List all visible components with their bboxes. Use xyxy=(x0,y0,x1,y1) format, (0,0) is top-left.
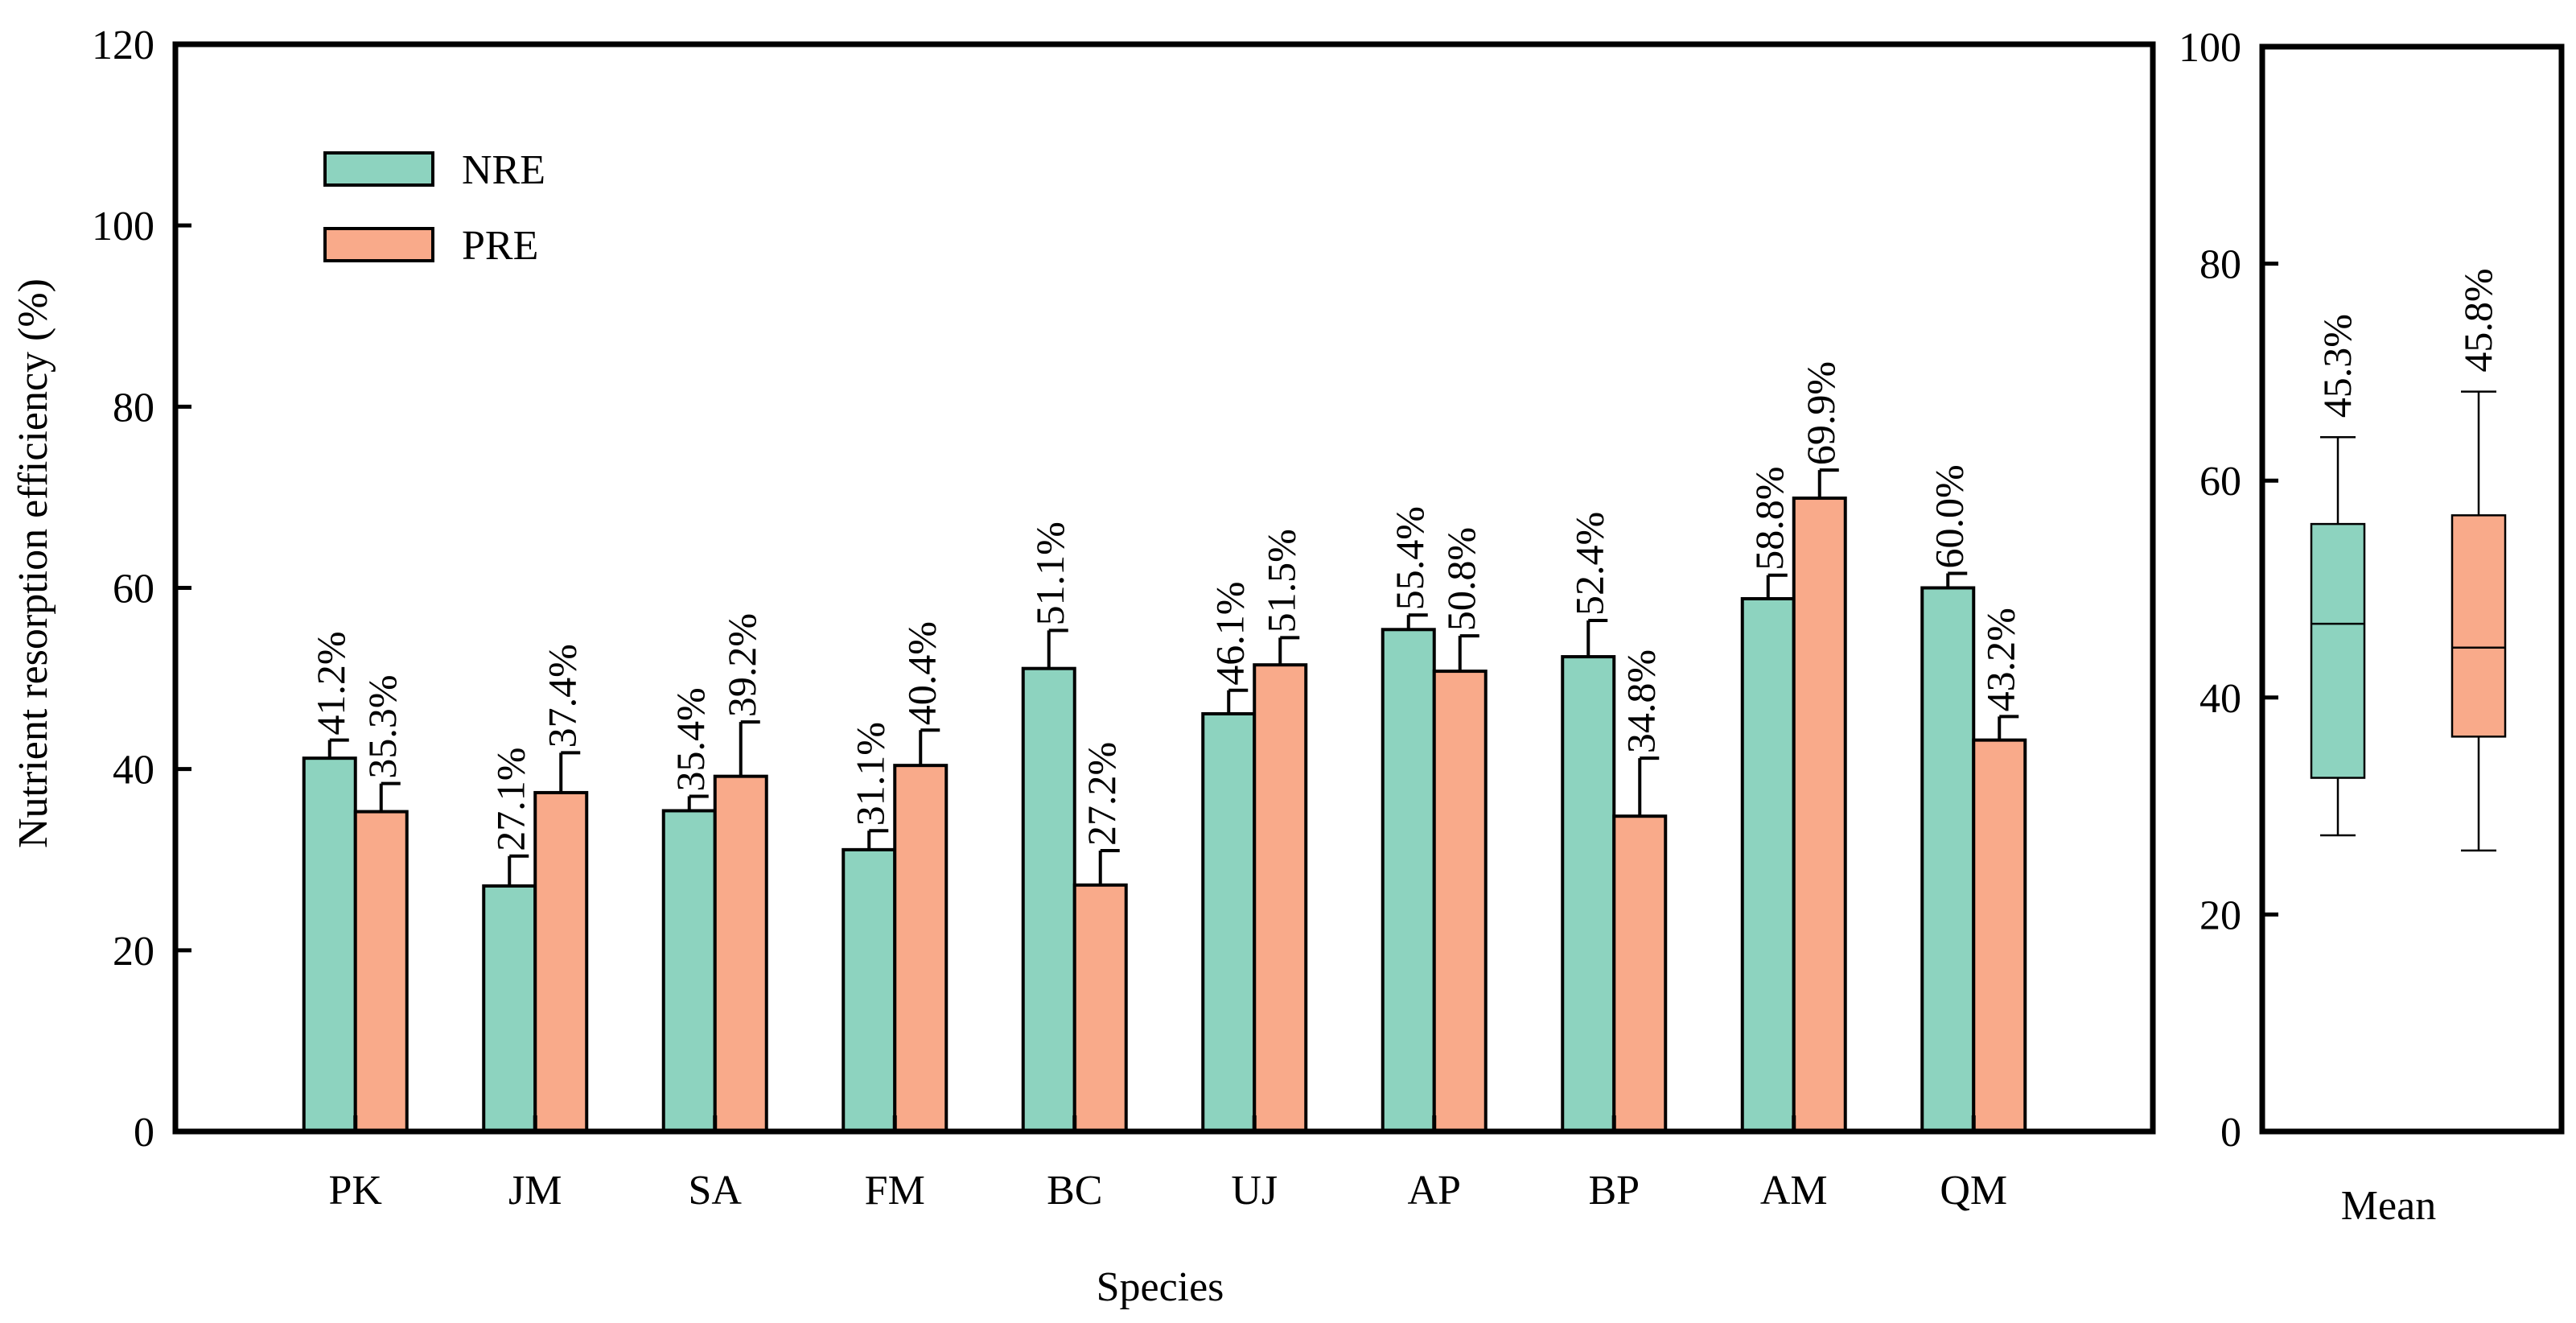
bar-nre xyxy=(1201,711,1257,1133)
box-pre xyxy=(2450,514,2507,738)
data-label-nre: 58.8% xyxy=(1747,467,1792,571)
mean-label-pre: 45.8% xyxy=(2455,269,2500,373)
y-tick-label: 120 xyxy=(92,23,154,68)
x-tick-label: FM xyxy=(865,1168,925,1214)
data-label-pre: 51.5% xyxy=(1258,529,1303,633)
data-label-nre: 55.4% xyxy=(1387,506,1432,610)
data-label-nre: 41.2% xyxy=(308,631,353,735)
data-label-pre: 35.3% xyxy=(360,675,405,779)
x-tick-label: AM xyxy=(1760,1168,1828,1214)
y-axis-title: Nutrient resorption efficiency (%) xyxy=(10,278,56,848)
data-label-nre: 60.0% xyxy=(1926,464,1971,568)
bar-pre xyxy=(533,790,589,1134)
data-label-nre: 35.4% xyxy=(668,687,713,791)
bar-pre xyxy=(1972,738,2027,1133)
mean-label-group: 45.3% 45.8% xyxy=(2315,269,2500,418)
y-axis-ticks: 0 20 40 60 80 100 120 xyxy=(92,23,191,1156)
x-tick-label: SA xyxy=(689,1168,743,1214)
box-y-tick-label: 0 xyxy=(2220,1110,2241,1156)
bar-nre xyxy=(1920,586,1976,1133)
bar-nre xyxy=(1381,628,1436,1133)
data-label-pre: 34.8% xyxy=(1618,649,1663,753)
mean-label-nre: 45.3% xyxy=(2315,314,2360,418)
data-label-group: 41.2% 35.3% 27.1%37.4% 35.4%39.2% 31.1%40.4%… xyxy=(308,361,2023,851)
y-tick-label: 80 xyxy=(113,385,154,431)
data-label-pre: 50.8% xyxy=(1438,527,1483,631)
x-axis-title: Species xyxy=(1097,1264,1224,1310)
y-tick-label: 60 xyxy=(113,567,154,612)
data-label-pre: 37.4% xyxy=(539,644,584,748)
bar-nre xyxy=(1021,666,1076,1133)
y-tick-label: 20 xyxy=(113,929,154,975)
data-label-pre: 27.2% xyxy=(1079,742,1124,846)
bar-pre xyxy=(893,764,949,1133)
box-nre xyxy=(2310,522,2366,779)
y-tick-label: 100 xyxy=(92,204,154,249)
box-y-tick-label: 80 xyxy=(2199,242,2241,288)
box-y-tick-label: 20 xyxy=(2199,892,2241,938)
bar-pre xyxy=(1253,663,1308,1133)
x-tick-label: BP xyxy=(1588,1168,1640,1214)
data-label-nre: 51.1% xyxy=(1027,521,1072,625)
y-tick-label: 40 xyxy=(113,748,154,793)
box-y-tick-label: 100 xyxy=(2179,25,2241,71)
box-x-axis-title: Mean xyxy=(2341,1183,2436,1229)
box-y-tick-label: 60 xyxy=(2199,459,2241,505)
x-tick-label: JM xyxy=(508,1168,562,1214)
y-tick-label: 0 xyxy=(134,1110,154,1156)
legend: NRE PRE xyxy=(323,147,545,269)
bar-pre xyxy=(1792,497,1847,1133)
x-tick-label: PK xyxy=(329,1168,383,1214)
bar-pre xyxy=(1072,883,1128,1133)
box-y-tick-label: 40 xyxy=(2199,676,2241,722)
box-y-axis-ticks: 0 20 40 60 80 100 xyxy=(2179,25,2278,1156)
data-label-nre: 46.1% xyxy=(1207,582,1252,686)
x-tick-label: AP xyxy=(1408,1168,1461,1214)
bar-chart-panel: 41.2% 35.3% 27.1%37.4% 35.4%39.2% 31.1%40.4%… xyxy=(10,23,2156,1310)
data-label-nre: 52.4% xyxy=(1566,512,1611,616)
bar-nre xyxy=(1740,597,1796,1133)
box-plot-panel: 45.3% 45.8% 0 20 40 60 80 100 Mean xyxy=(2179,25,2565,1229)
x-tick-label: QM xyxy=(1940,1168,2007,1214)
bar-series-group xyxy=(302,497,2027,1134)
data-label-nre: 27.1% xyxy=(488,748,533,851)
box-group xyxy=(2310,390,2507,852)
legend-swatch-nre xyxy=(323,151,434,187)
data-label-pre: 39.2% xyxy=(719,613,764,717)
bar-nre xyxy=(842,847,897,1133)
data-label-pre: 43.2% xyxy=(1977,608,2023,711)
x-tick-label: BC xyxy=(1047,1168,1102,1214)
data-label-pre: 40.4% xyxy=(899,621,944,725)
bar-pre xyxy=(353,810,409,1133)
bar-nre xyxy=(482,884,537,1133)
bar-nre xyxy=(1561,655,1616,1133)
x-tick-label: UJ xyxy=(1231,1168,1278,1214)
box-plot-frame xyxy=(2259,43,2565,1135)
bar-pre xyxy=(713,774,768,1133)
bar-pre xyxy=(1612,814,1668,1134)
error-bar-group xyxy=(327,468,2019,886)
bar-nre xyxy=(661,809,717,1134)
bar-pre xyxy=(1432,670,1488,1133)
legend-label-nre: NRE xyxy=(462,147,545,193)
bar-nre xyxy=(302,756,357,1133)
legend-swatch-pre xyxy=(323,227,434,262)
legend-label-pre: PRE xyxy=(462,223,538,269)
data-label-nre: 31.1% xyxy=(847,722,892,826)
x-axis-ticks: PK JM SA FM BC UJ AP BP AM QM xyxy=(329,1115,2007,1214)
data-label-pre: 69.9% xyxy=(1798,361,1843,465)
